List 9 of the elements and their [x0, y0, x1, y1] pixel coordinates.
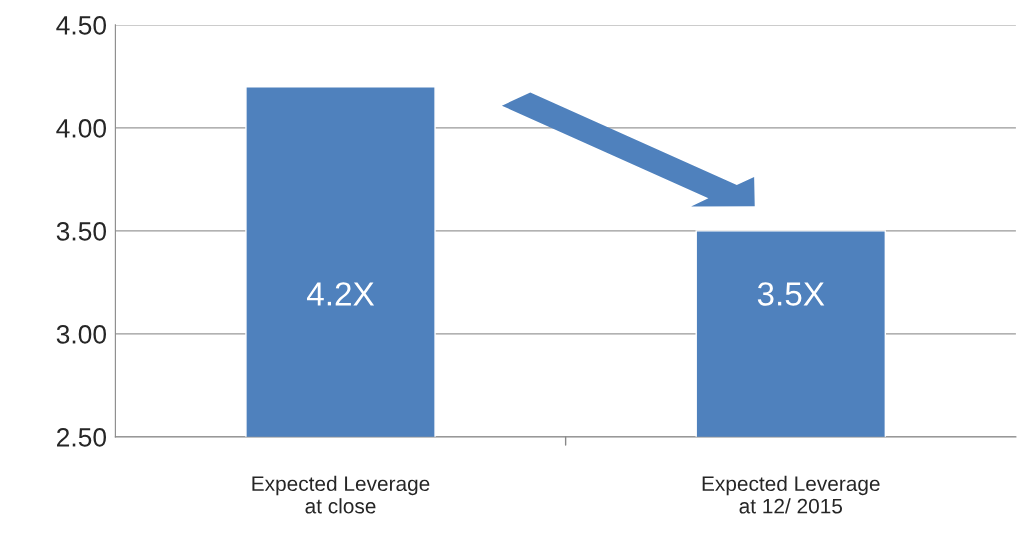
data-label: 4.2X	[306, 282, 375, 306]
data-label: 3.5X	[757, 282, 825, 306]
y-tick-label: 3.50	[56, 222, 107, 241]
y-tick-label: 4.00	[56, 119, 107, 138]
x-tick-label: Expected Leverage at close	[252, 475, 430, 514]
x-tick-label: Expected Leverage at 12/ 2015	[702, 475, 880, 514]
y-tick-label: 4.50	[56, 16, 107, 35]
y-tick-label: 2.50	[57, 428, 107, 447]
y-tick-label: 3.00	[56, 325, 107, 344]
